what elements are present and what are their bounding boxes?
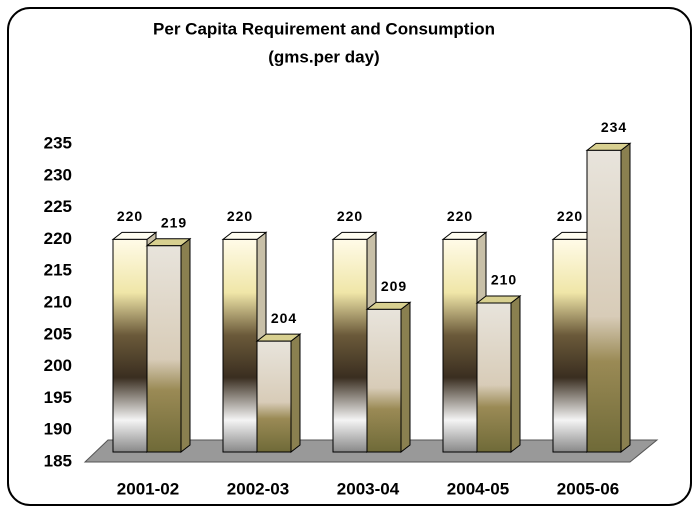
value-label: 220 xyxy=(227,208,253,224)
bar-side xyxy=(620,142,631,454)
value-label: 220 xyxy=(557,208,583,224)
bar-side xyxy=(290,333,301,454)
bar xyxy=(442,238,478,453)
bar xyxy=(256,340,292,453)
x-tick-label: 2001-02 xyxy=(117,479,179,498)
x-tick-label: 2005-06 xyxy=(557,479,619,498)
bar xyxy=(366,308,402,453)
y-tick-label: 190 xyxy=(44,420,72,439)
value-label: 204 xyxy=(271,310,297,326)
value-label: 219 xyxy=(161,214,187,230)
bar-side xyxy=(400,301,411,454)
y-tick-label: 210 xyxy=(44,292,72,311)
y-tick-label: 200 xyxy=(44,356,72,375)
x-tick-label: 2003-04 xyxy=(337,479,400,498)
bar xyxy=(222,238,258,453)
bar xyxy=(146,245,182,453)
value-label: 220 xyxy=(447,208,473,224)
value-label: 220 xyxy=(117,208,143,224)
bar xyxy=(476,302,512,453)
chart-subtitle: (gms.per day) xyxy=(268,47,379,66)
bar xyxy=(112,238,148,453)
y-tick-label: 215 xyxy=(44,261,72,280)
x-tick-label: 2004-05 xyxy=(447,479,509,498)
bar xyxy=(586,149,622,453)
y-tick-label: 205 xyxy=(44,324,72,343)
y-tick-label: 225 xyxy=(44,197,72,216)
value-label: 209 xyxy=(381,278,407,294)
x-tick-label: 2002-03 xyxy=(227,479,289,498)
bar-side xyxy=(510,294,521,454)
y-tick-label: 230 xyxy=(44,165,72,184)
y-tick-label: 220 xyxy=(44,229,72,248)
y-tick-label: 195 xyxy=(44,388,72,407)
bar xyxy=(552,238,588,453)
y-tick-label: 185 xyxy=(44,451,72,470)
value-label: 210 xyxy=(491,272,517,288)
bar-side xyxy=(180,237,191,454)
value-label: 234 xyxy=(601,119,627,135)
value-label: 220 xyxy=(337,208,363,224)
chart-title: Per Capita Requirement and Consumption xyxy=(153,19,495,38)
bar xyxy=(332,238,368,453)
y-tick-label: 235 xyxy=(44,133,72,152)
